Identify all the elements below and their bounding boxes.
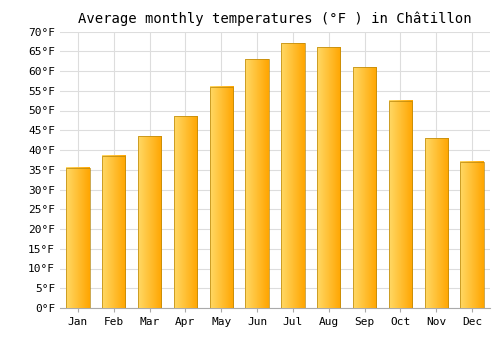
Bar <box>389 101 412 308</box>
Bar <box>210 87 233 308</box>
Title: Average monthly temperatures (°F ) in Châtillon: Average monthly temperatures (°F ) in Ch… <box>78 12 472 26</box>
Bar <box>460 162 483 308</box>
Bar <box>138 136 161 308</box>
Bar <box>174 117 197 308</box>
Bar <box>353 67 376 308</box>
Bar <box>66 168 90 308</box>
Bar <box>282 43 304 308</box>
Bar <box>424 138 448 308</box>
Bar <box>246 59 268 308</box>
Bar <box>317 47 340 308</box>
Bar <box>102 156 126 308</box>
